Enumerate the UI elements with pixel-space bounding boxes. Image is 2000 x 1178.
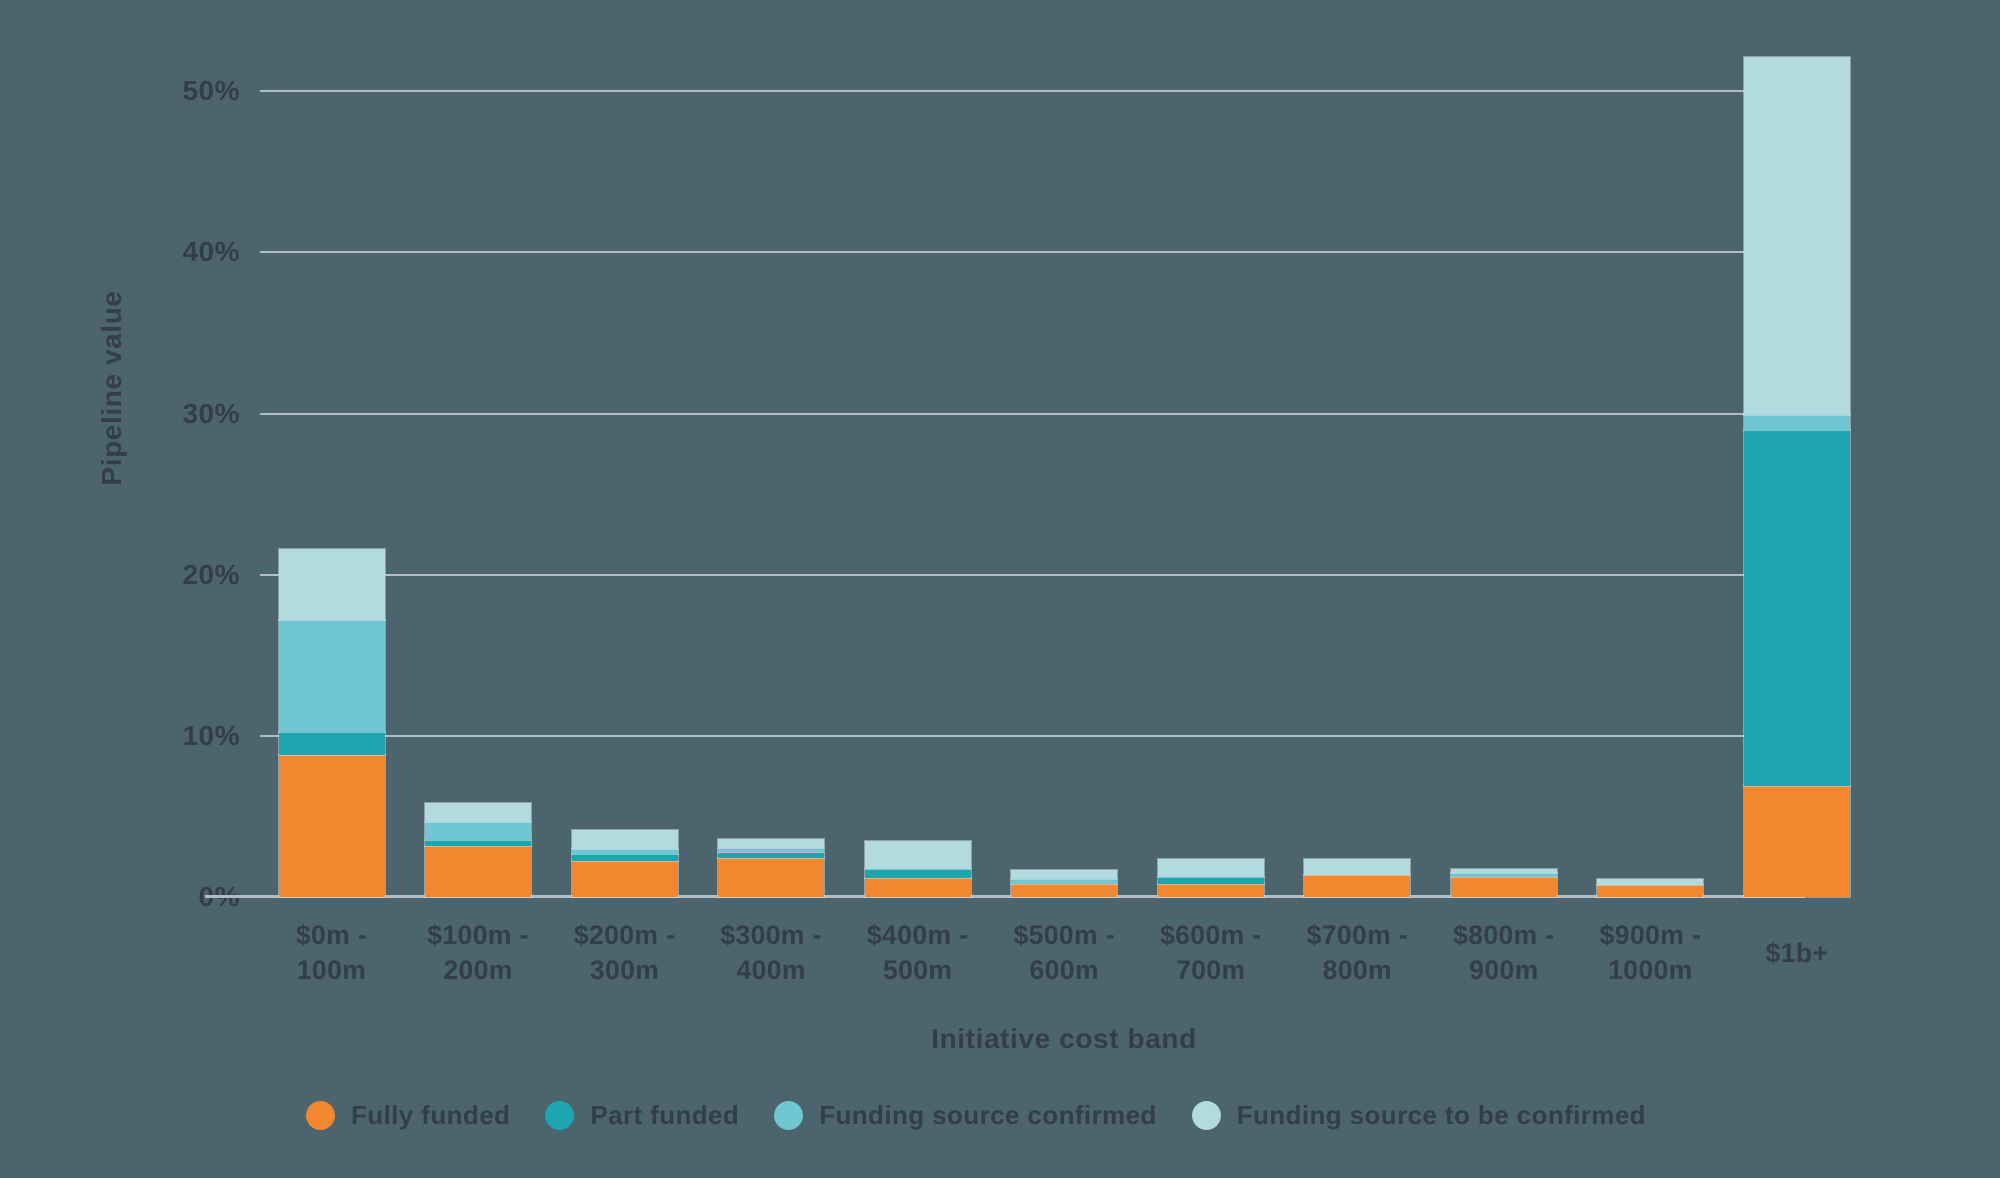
- bar-segment-funding-source-to-be-confirmed: [1304, 858, 1411, 876]
- x-tick-label-700m: $700m -800m: [1306, 920, 1409, 985]
- bar-segment-funding-source-to-be-confirmed: [571, 829, 678, 850]
- bar-segment-funding-source-confirmed: [718, 848, 825, 853]
- bar-100m: [425, 802, 532, 897]
- bar-segment-fully-funded: [278, 755, 385, 897]
- bar-900m: [1597, 879, 1704, 897]
- bar-segment-part-funded: [425, 839, 532, 847]
- bar-segment-funding-source-to-be-confirmed: [864, 841, 971, 869]
- y-tick-label-30: 30%: [182, 397, 240, 429]
- legend-swatch-icon: [774, 1100, 804, 1130]
- bar-segment-part-funded: [864, 868, 971, 879]
- x-tick-label-400m: $400m -500m: [866, 920, 969, 985]
- bar-0m: [278, 548, 385, 897]
- bar-segment-fully-funded: [571, 861, 678, 897]
- legend-item-funding-source-to-be-confirmed: Funding source to be confirmed: [1191, 1099, 1646, 1131]
- bar-segment-fully-funded: [718, 858, 825, 897]
- bar-segment-fully-funded: [1157, 883, 1264, 897]
- bar-segment-fully-funded: [1744, 785, 1850, 897]
- x-tick-label-1b+: $1b+: [1765, 937, 1829, 968]
- bar-segment-part-funded: [718, 852, 825, 859]
- chart-legend: Fully funded Part funded Funding source co…: [306, 1098, 1646, 1132]
- bar-400m: [864, 841, 971, 897]
- bar-segment-part-funded: [278, 732, 385, 756]
- bar-500m: [1011, 870, 1118, 897]
- legend-label: Part funded: [590, 1099, 740, 1130]
- bar-700m: [1304, 858, 1411, 897]
- bar-segment-fully-funded: [425, 846, 532, 897]
- y-tick-label-10: 10%: [182, 719, 240, 751]
- bar-200m: [571, 829, 678, 897]
- bar-segment-part-funded: [571, 854, 678, 862]
- bar-segment-funding-source-confirmed: [278, 619, 385, 733]
- gridline-20: [260, 573, 1768, 576]
- x-tick-label-0m: $0m -100m: [295, 920, 368, 985]
- legend-item-part-funded: Part funded: [545, 1100, 739, 1131]
- bar-1b+: [1744, 57, 1850, 897]
- bar-segment-fully-funded: [1597, 884, 1704, 897]
- bar-segment-funding-source-to-be-confirmed: [1450, 868, 1557, 874]
- bar-segment-funding-source-to-be-confirmed: [425, 802, 532, 822]
- gridline-10: [260, 734, 1768, 737]
- bar-800m: [1450, 868, 1557, 897]
- legend-label: Funding source to be confirmed: [1236, 1099, 1646, 1130]
- x-axis-line: [205, 895, 1805, 899]
- gridline-40: [260, 251, 1768, 254]
- legend-swatch-icon: [306, 1100, 335, 1130]
- legend-label: Fully funded: [351, 1099, 511, 1130]
- x-tick-label-200m: $200m -300m: [573, 920, 676, 985]
- y-axis-title: Pipeline value: [96, 290, 127, 486]
- bar-segment-funding-source-confirmed: [571, 849, 678, 855]
- legend-swatch-icon: [1191, 1100, 1221, 1130]
- x-tick-label-300m: $300m -400m: [720, 920, 822, 985]
- bar-300m: [718, 838, 825, 897]
- bar-600m: [1157, 858, 1264, 897]
- x-tick-label-800m: $800m -900m: [1453, 920, 1555, 985]
- bar-segment-funding-source-confirmed: [1450, 873, 1557, 878]
- bar-segment-funding-source-to-be-confirmed: [278, 548, 385, 620]
- gridline-50: [260, 90, 1768, 93]
- y-tick-label-50: 50%: [182, 75, 240, 107]
- bar-segment-part-funded: [1744, 429, 1850, 786]
- bar-segment-fully-funded: [1304, 875, 1411, 897]
- bar-segment-funding-source-to-be-confirmed: [1011, 870, 1118, 880]
- bar-segment-funding-source-to-be-confirmed: [1744, 57, 1850, 416]
- legend-item-fully-funded: Fully funded: [306, 1100, 510, 1131]
- y-tick-label-20: 20%: [182, 558, 240, 590]
- legend-label: Funding source confirmed: [819, 1099, 1157, 1130]
- bar-segment-funding-source-to-be-confirmed: [1157, 858, 1264, 877]
- bar-segment-part-funded: [1157, 876, 1264, 884]
- x-tick-label-600m: $600m -700m: [1160, 920, 1262, 985]
- bar-segment-funding-source-confirmed: [1011, 879, 1118, 884]
- y-tick-label-40: 40%: [182, 236, 240, 268]
- x-tick-label-900m: $900m -1000m: [1599, 920, 1702, 985]
- x-tick-label-500m: $500m -600m: [1013, 920, 1115, 985]
- gridline-30: [260, 412, 1768, 415]
- bar-segment-funding-source-to-be-confirmed: [1597, 879, 1704, 885]
- legend-item-funding-source-confirmed: Funding source confirmed: [774, 1100, 1157, 1131]
- bar-segment-funding-source-confirmed: [425, 821, 532, 840]
- bar-segment-fully-funded: [864, 878, 971, 897]
- bar-segment-funding-source-confirmed: [1744, 415, 1850, 430]
- legend-swatch-icon: [545, 1100, 575, 1130]
- bar-segment-fully-funded: [1450, 877, 1557, 897]
- bar-segment-fully-funded: [1011, 883, 1118, 897]
- bar-segment-funding-source-to-be-confirmed: [718, 838, 825, 849]
- x-axis-title: Initiative cost band: [931, 1023, 1197, 1054]
- x-tick-label-100m: $100m -200m: [427, 920, 529, 985]
